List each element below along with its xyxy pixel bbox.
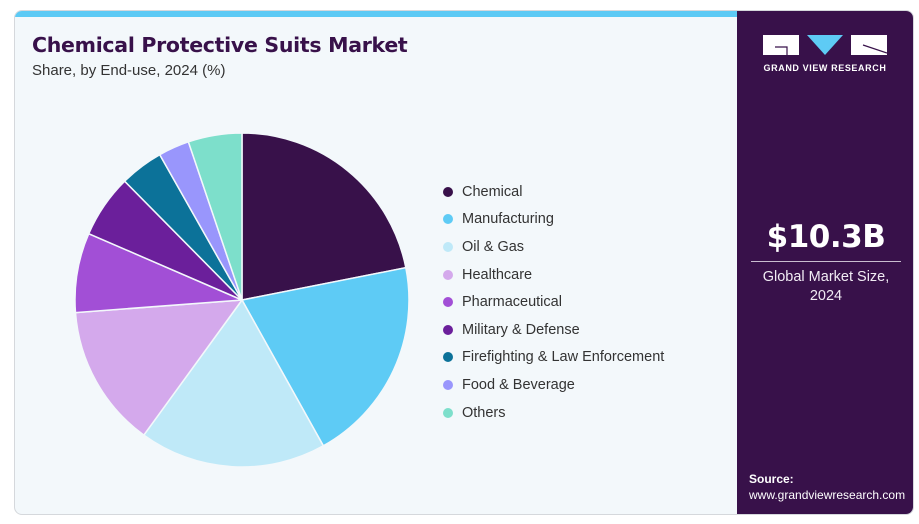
chart-title: Chemical Protective Suits Market [32,33,408,57]
legend-swatch-icon [443,297,453,308]
legend-item-oil-and-gas: Oil & Gas [443,233,664,261]
legend-label: Others [462,404,506,421]
legend-swatch-icon [443,186,453,197]
legend-label: Chemical [462,183,523,200]
legend-label: Military & Defense [462,321,580,338]
legend-swatch-icon [443,214,453,225]
pie-slice-healthcare [74,299,244,437]
legend-item-pharmaceutical: Pharmaceutical [443,288,664,316]
legend-item-firefighting-and-law-enforcement: Firefighting & Law Enforcement [443,344,664,372]
legend-item-manufacturing: Manufacturing [443,206,664,234]
legend-swatch-icon [443,407,453,418]
legend-swatch-icon [443,352,453,363]
legend-label: Food & Beverage [462,376,575,393]
legend-swatch-icon [443,241,453,252]
legend-swatch-icon [443,379,453,390]
legend-item-healthcare: Healthcare [443,261,664,289]
legend-label: Firefighting & Law Enforcement [462,349,665,366]
legend-item-food-and-beverage: Food & Beverage [443,371,664,399]
brand-name: GRAND VIEW RESEARCH [763,63,887,73]
market-size-label-line2: 2024 [809,288,843,304]
legend-item-chemical: Chemical [443,178,664,206]
legend-item-others: Others [443,399,664,427]
gvr-logo-mark-icon [763,35,888,55]
legend-label: Pharmaceutical [462,294,562,311]
chart-subtitle: Share, by End-use, 2024 (%) [32,62,226,79]
market-size-label: Global Market Size, 2024 [737,268,913,306]
source-label: Source: [749,472,794,486]
pie-slice-others [187,132,243,301]
divider [751,261,901,262]
brand-panel: GRAND VIEW RESEARCH $10.3B Global Market… [737,11,913,514]
legend-swatch-icon [443,324,453,335]
pie-slice-oil-and-gas [142,298,325,468]
legend-label: Manufacturing [462,211,554,228]
grand-view-research-logo: GRAND VIEW RESEARCH [763,35,888,77]
pie-slice-manufacturing [240,266,410,447]
pie-slice-chemical [241,132,407,301]
legend-item-military-and-defense: Military & Defense [443,316,664,344]
source-link[interactable]: www.grandviewresearch.com [749,488,906,502]
accent-bar [15,11,737,17]
pie-svg [74,132,410,468]
pie-chart [15,11,737,514]
chart-card: Chemical Protective Suits Market Share, … [14,10,914,515]
legend-swatch-icon [443,269,453,280]
legend-label: Oil & Gas [462,238,525,255]
legend-label: Healthcare [462,266,533,283]
market-size-label-line1: Global Market Size, [762,269,890,285]
market-size-value: $10.3B [766,219,886,255]
chart-legend: Chemical Manufacturing Oil & Gas Healthcare… [443,178,664,426]
